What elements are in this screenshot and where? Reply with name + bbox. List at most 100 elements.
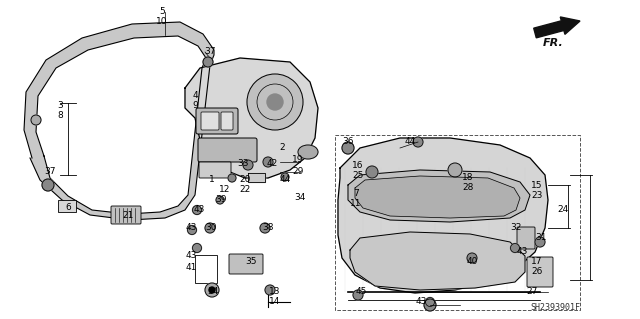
Circle shape [267,94,283,110]
Text: 43: 43 [415,298,427,307]
Text: 30: 30 [205,224,217,233]
Text: 23: 23 [531,190,543,199]
Text: 35: 35 [245,257,257,266]
FancyBboxPatch shape [198,138,257,162]
Text: 43: 43 [186,251,196,261]
FancyBboxPatch shape [111,206,141,224]
Text: 44: 44 [280,175,291,184]
Text: 8: 8 [57,110,63,120]
Circle shape [426,298,435,307]
Text: 7: 7 [353,189,359,197]
Text: 34: 34 [207,286,219,295]
Text: 33: 33 [237,159,249,167]
Text: 45: 45 [355,286,367,295]
Text: 42: 42 [266,159,278,167]
Text: 22: 22 [239,184,251,194]
Circle shape [31,115,41,125]
Text: 29: 29 [292,167,304,175]
Bar [58,200,76,212]
FancyBboxPatch shape [517,227,535,249]
Text: 15: 15 [531,181,543,189]
Text: 26: 26 [531,268,543,277]
Text: 31: 31 [535,234,547,242]
Circle shape [188,226,196,234]
FancyBboxPatch shape [229,254,263,274]
Circle shape [205,223,215,233]
Text: 41: 41 [186,263,196,272]
Text: 14: 14 [269,298,281,307]
Text: 5: 5 [159,8,165,17]
Circle shape [511,243,520,253]
Polygon shape [248,173,265,182]
Text: 37: 37 [204,48,216,56]
Text: 28: 28 [462,183,474,192]
FancyArrow shape [534,17,580,38]
Circle shape [353,290,363,300]
Text: 3: 3 [57,100,63,109]
Circle shape [203,57,213,67]
Text: 25: 25 [352,170,364,180]
Circle shape [205,283,219,297]
Text: 1: 1 [209,174,215,183]
Text: 16: 16 [352,160,364,169]
Circle shape [228,174,236,182]
Circle shape [265,285,275,295]
Text: 27: 27 [526,286,538,295]
Polygon shape [348,170,530,222]
Polygon shape [185,58,318,178]
Bar [195,255,217,283]
Text: 24: 24 [557,205,568,214]
Text: 37: 37 [44,167,56,176]
Text: 43: 43 [516,248,528,256]
Circle shape [42,179,54,191]
Polygon shape [355,176,520,218]
Circle shape [535,237,545,247]
Circle shape [193,205,202,214]
PathPatch shape [24,22,214,220]
Text: 18: 18 [462,174,474,182]
Circle shape [467,253,477,263]
Circle shape [424,299,436,311]
Text: 20: 20 [239,174,251,183]
Text: 32: 32 [510,224,522,233]
Text: 40: 40 [467,257,477,266]
Text: 13: 13 [269,286,281,295]
Circle shape [260,223,270,233]
Text: 9: 9 [192,100,198,109]
Text: 21: 21 [122,211,134,219]
Text: 43: 43 [186,224,196,233]
Circle shape [263,157,273,167]
FancyBboxPatch shape [199,162,231,178]
Circle shape [193,243,202,253]
Polygon shape [350,232,525,290]
Text: SH2393901F: SH2393901F [530,303,580,312]
Text: 34: 34 [294,192,306,202]
Text: 36: 36 [342,137,354,146]
Text: 4: 4 [192,91,198,100]
Circle shape [342,142,354,154]
Text: 2: 2 [279,144,285,152]
Text: 6: 6 [65,204,71,212]
Text: 44: 44 [404,137,415,146]
FancyBboxPatch shape [527,257,553,287]
Circle shape [413,137,423,147]
Text: 17: 17 [531,257,543,266]
Circle shape [281,173,289,181]
Circle shape [216,196,224,204]
Circle shape [209,287,215,293]
Circle shape [247,74,303,130]
Text: 39: 39 [215,196,227,204]
Text: 12: 12 [220,184,230,194]
FancyBboxPatch shape [221,112,233,130]
Circle shape [243,160,253,170]
Text: 10: 10 [156,18,168,26]
Polygon shape [338,138,548,293]
FancyBboxPatch shape [196,108,238,134]
Ellipse shape [298,145,318,159]
Circle shape [448,163,462,177]
Text: FR.: FR. [543,38,563,48]
Text: 19: 19 [292,155,304,165]
FancyBboxPatch shape [201,112,219,130]
Text: 11: 11 [350,198,362,207]
Text: 38: 38 [262,224,274,233]
